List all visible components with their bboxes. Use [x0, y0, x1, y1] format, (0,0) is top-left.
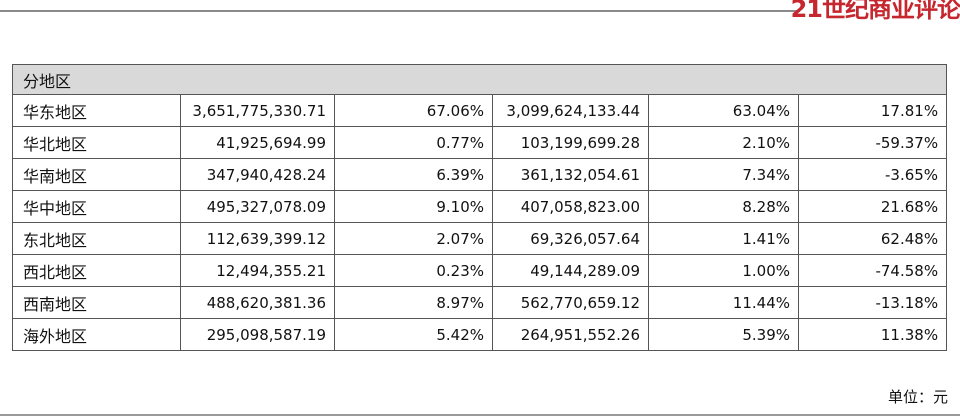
- table-row: 华中地区 495,327,078.09 9.10% 407,058,823.00…: [12, 190, 948, 223]
- table-row: 海外地区 295,098,587.19 5.42% 264,951,552.26…: [12, 318, 948, 351]
- percent-cell: 8.28%: [648, 190, 799, 223]
- value-cell: 295,098,587.19: [180, 318, 335, 351]
- table-row: 华东地区 3,651,775,330.71 67.06% 3,099,624,1…: [12, 94, 948, 127]
- value-cell: 361,132,054.61: [492, 158, 649, 191]
- percent-cell: 8.97%: [334, 286, 493, 319]
- value-cell: 69,326,057.64: [492, 222, 649, 255]
- table-row: 西北地区 12,494,355.21 0.23% 49,144,289.09 1…: [12, 254, 948, 287]
- table-row: 华北地区 41,925,694.99 0.77% 103,199,699.28 …: [12, 126, 948, 159]
- percent-cell: 1.41%: [648, 222, 799, 255]
- value-cell: 407,058,823.00: [492, 190, 649, 223]
- value-cell: 49,144,289.09: [492, 254, 649, 287]
- value-cell: 3,651,775,330.71: [180, 94, 335, 127]
- change-cell: 62.48%: [797, 222, 948, 255]
- brand-logo: 21世纪商业评论: [790, 0, 960, 23]
- percent-cell: 7.34%: [648, 158, 799, 191]
- percent-cell: 9.10%: [334, 190, 493, 223]
- region-cell: 西北地区: [12, 254, 181, 287]
- change-cell: 21.68%: [797, 190, 948, 223]
- percent-cell: 11.44%: [648, 286, 799, 319]
- change-cell: -3.65%: [797, 158, 948, 191]
- value-cell: 12,494,355.21: [180, 254, 335, 287]
- region-cell: 海外地区: [12, 318, 181, 351]
- table-row: 东北地区 112,639,399.12 2.07% 69,326,057.64 …: [12, 222, 948, 255]
- value-cell: 495,327,078.09: [180, 190, 335, 223]
- change-cell: -13.18%: [797, 286, 948, 319]
- bottom-divider: [0, 414, 960, 416]
- value-cell: 347,940,428.24: [180, 158, 335, 191]
- percent-cell: 1.00%: [648, 254, 799, 287]
- percent-cell: 63.04%: [648, 94, 799, 127]
- table-row: 西南地区 488,620,381.36 8.97% 562,770,659.12…: [12, 286, 948, 319]
- percent-cell: 6.39%: [334, 158, 493, 191]
- region-cell: 华北地区: [12, 126, 181, 159]
- value-cell: 103,199,699.28: [492, 126, 649, 159]
- percent-cell: 2.10%: [648, 126, 799, 159]
- region-cell: 东北地区: [12, 222, 181, 255]
- percent-cell: 5.39%: [648, 318, 799, 351]
- region-cell: 华东地区: [12, 94, 181, 127]
- percent-cell: 0.23%: [334, 254, 493, 287]
- table-header-row: 分地区: [11, 64, 948, 95]
- region-cell: 华中地区: [12, 190, 181, 223]
- region-revenue-table: 分地区 华东地区 3,651,775,330.71 67.06% 3,099,6…: [11, 64, 948, 351]
- value-cell: 112,639,399.12: [180, 222, 335, 255]
- percent-cell: 0.77%: [334, 126, 493, 159]
- value-cell: 3,099,624,133.44: [492, 94, 649, 127]
- top-divider: [0, 10, 800, 12]
- table-row: 华南地区 347,940,428.24 6.39% 361,132,054.61…: [12, 158, 948, 191]
- percent-cell: 67.06%: [334, 94, 493, 127]
- value-cell: 264,951,552.26: [492, 318, 649, 351]
- change-cell: -59.37%: [797, 126, 948, 159]
- region-cell: 西南地区: [12, 286, 181, 319]
- percent-cell: 5.42%: [334, 318, 493, 351]
- change-cell: 11.38%: [797, 318, 948, 351]
- value-cell: 488,620,381.36: [180, 286, 335, 319]
- change-cell: 17.81%: [797, 94, 948, 127]
- value-cell: 41,925,694.99: [180, 126, 335, 159]
- percent-cell: 2.07%: [334, 222, 493, 255]
- change-cell: -74.58%: [797, 254, 948, 287]
- table-header-label: 分地区: [11, 64, 948, 95]
- region-cell: 华南地区: [12, 158, 181, 191]
- value-cell: 562,770,659.12: [492, 286, 649, 319]
- unit-label: 单位：元: [887, 388, 948, 406]
